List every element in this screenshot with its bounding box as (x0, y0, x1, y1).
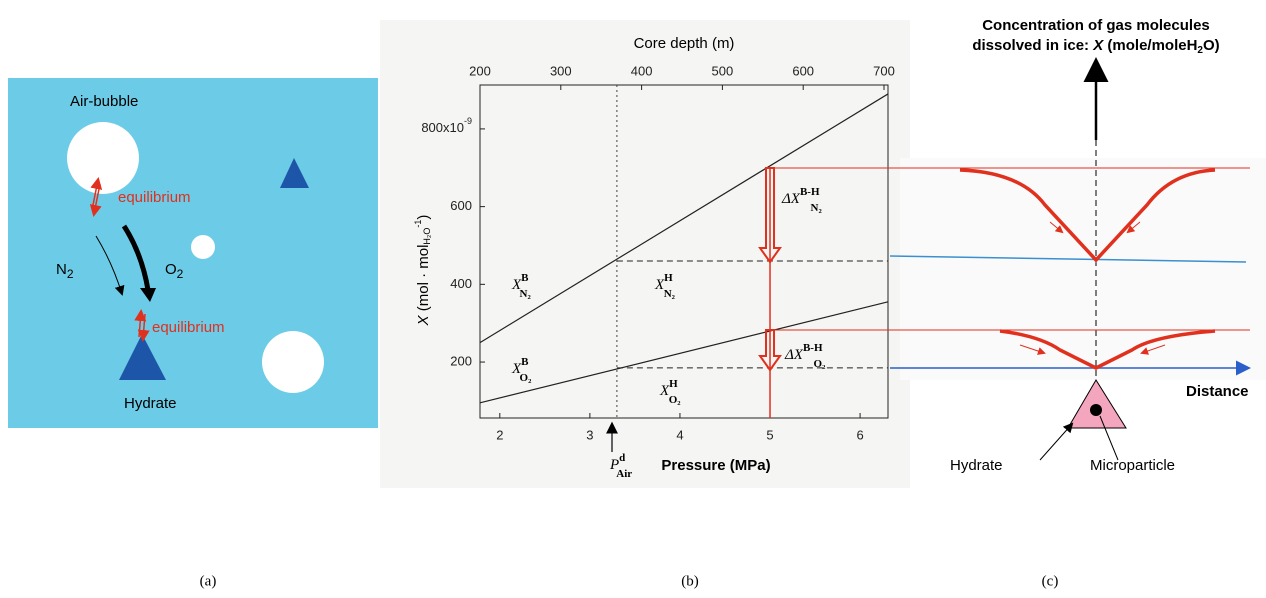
x-tick-label: 5 (766, 427, 773, 442)
title: dissolved in ice: X (mole/moleH2O) (972, 37, 1219, 56)
top-tick-label: 400 (631, 63, 653, 78)
concentration-curve (959, 168, 1216, 263)
caption: (a) (200, 573, 217, 589)
x-tick-label: 6 (856, 427, 863, 442)
panel-c: Concentration of gas molecules dissolved… (770, 17, 1266, 474)
label: Hydrate (950, 457, 1003, 474)
microparticle-icon (1090, 404, 1102, 416)
air-bubble (262, 331, 324, 393)
top-tick-label: 300 (550, 63, 572, 78)
top-tick-label: 500 (712, 63, 734, 78)
label: Air-bubble (70, 93, 138, 110)
arrow (95, 235, 125, 296)
caption: (c) (1042, 573, 1059, 589)
math-label: Pd Air (609, 452, 632, 480)
math-label: ΔXB-H O₂ (784, 342, 826, 370)
x-tick-label: 2 (496, 427, 503, 442)
top-tick-label: 600 (792, 63, 814, 78)
arrow (1039, 422, 1074, 461)
arrow (1049, 221, 1064, 234)
label: Microparticle (1090, 457, 1175, 474)
label: O2 (165, 261, 184, 281)
bubble-line (479, 93, 889, 344)
axis-title: X (mol · molH₂O-1) (413, 215, 432, 327)
math-label: XH N₂ (654, 272, 676, 300)
math-label: XB N₂ (511, 272, 531, 300)
hydrate-icon (119, 334, 166, 380)
axis-title: Core depth (m) (634, 35, 735, 52)
arrowhead (140, 288, 156, 302)
label: N2 (56, 261, 74, 281)
hydrate-icon (1067, 379, 1127, 429)
concentration-curve (999, 329, 1216, 370)
label: Hydrate (124, 395, 177, 412)
bubble-line (479, 301, 889, 404)
math-label: ΔXB-H N₂ (781, 186, 822, 214)
label: equilibrium (118, 189, 191, 206)
difference-arrow (758, 329, 782, 372)
y-tick-label: 600 (450, 198, 472, 213)
label: Distance (1186, 383, 1249, 400)
y-tick-label: 800x10-9 (421, 116, 472, 135)
math-label: XB O₂ (511, 356, 532, 384)
level-line (889, 255, 1247, 263)
x-tick-label: 4 (676, 427, 683, 442)
axis-title: Pressure (MPa) (661, 457, 770, 474)
top-tick-label: 700 (873, 63, 895, 78)
title: Concentration of gas molecules (982, 17, 1210, 34)
y-tick-label: 200 (450, 353, 472, 368)
panel-a: Air-bubble equilibrium equilibrium N2 O2… (8, 78, 378, 428)
panel-c-background (900, 158, 1266, 380)
arrow (137, 313, 150, 342)
caption: (b) (681, 573, 699, 589)
arrow (121, 224, 151, 291)
air-bubble (67, 122, 139, 194)
air-bubble (191, 235, 215, 259)
plot-frame (479, 84, 889, 419)
arrow (1019, 344, 1046, 355)
arrow (1140, 344, 1166, 355)
math-label: XH O₂ (659, 378, 681, 406)
difference-arrow (758, 167, 782, 264)
top-tick-label: 200 (469, 63, 491, 78)
x-tick-label: 3 (586, 427, 593, 442)
panel-b-background (380, 20, 910, 488)
hydrate-icon (280, 158, 309, 188)
panel-b: Core depth (m) Pressure (MPa) X (mol · m… (413, 35, 894, 480)
label: equilibrium (152, 319, 225, 336)
arrow (89, 183, 102, 217)
arrow (1126, 221, 1141, 234)
y-tick-label: 400 (450, 276, 472, 291)
arrow (1099, 415, 1119, 461)
